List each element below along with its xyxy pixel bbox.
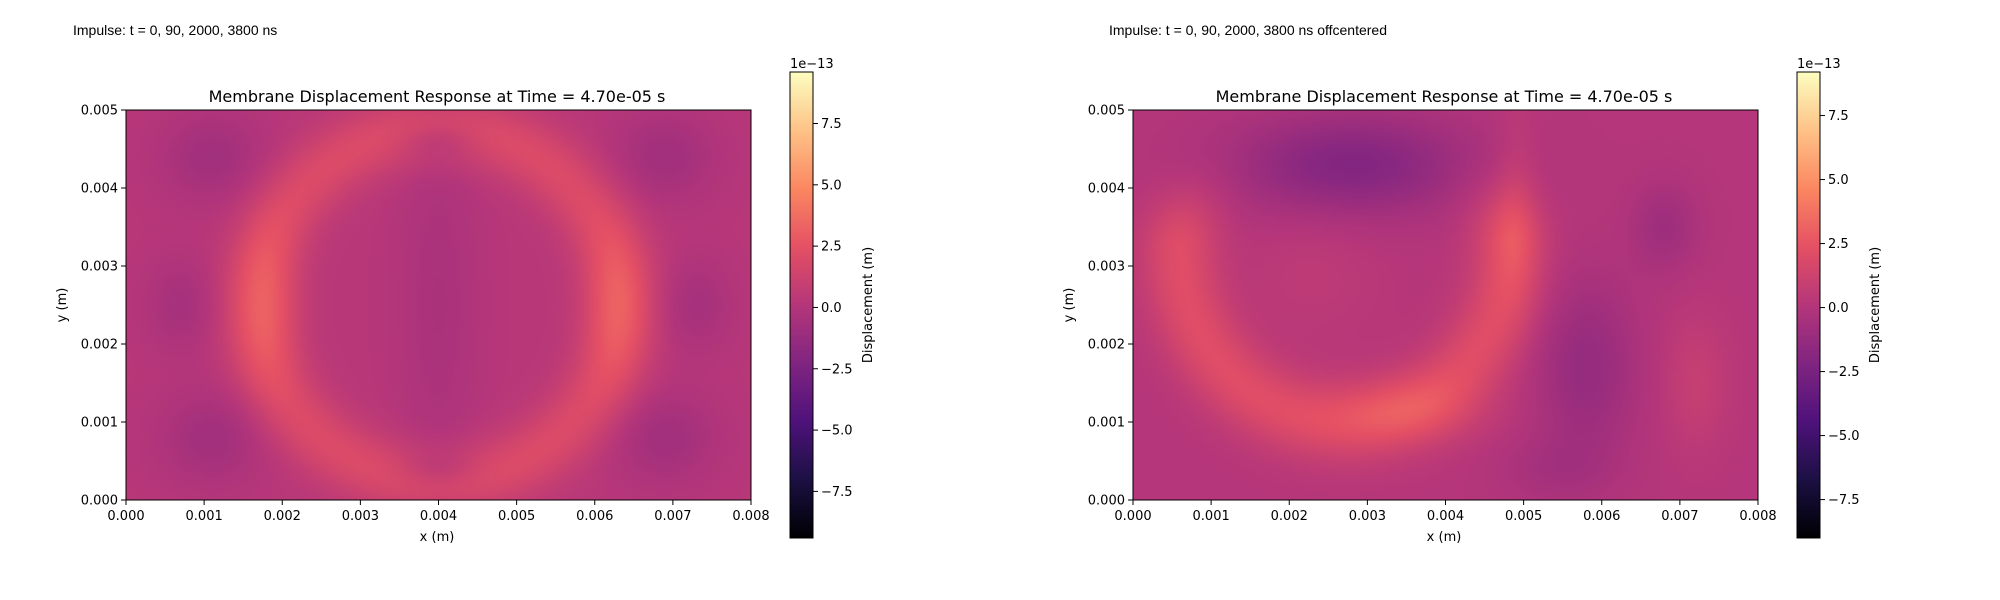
- x-tick-label: 0.001: [1193, 509, 1230, 524]
- chart-title: Membrane Displacement Response at Time =…: [1216, 87, 1673, 106]
- colorbar-tick-label: 5.0: [821, 178, 842, 193]
- y-tick-label: 0.005: [1088, 104, 1125, 119]
- chart-left: Membrane Displacement Response at Time =…: [55, 57, 876, 545]
- colorbar-tick-label: −5.0: [1828, 429, 1860, 444]
- colorbar-label: Displacement (m): [1868, 247, 1883, 363]
- y-tick-label: 0.001: [81, 416, 118, 431]
- y-tick-label: 0.001: [1088, 416, 1125, 431]
- x-tick-label: 0.007: [654, 509, 691, 524]
- colorbar-scale-label: 1e−13: [1797, 57, 1841, 72]
- y-tick-label: 0.003: [1088, 260, 1125, 275]
- x-axis: 0.000 0.001 0.002 0.003 0.004 0.005 0.006 0.007…: [107, 500, 770, 524]
- caption-right: Impulse: t = 0, 90, 2000, 3800 ns offcen…: [1109, 22, 1387, 38]
- x-tick-label: 0.005: [498, 509, 535, 524]
- colorbar-tick-label: 7.5: [1828, 109, 1849, 124]
- colorbar-tick-label: 0.0: [1828, 301, 1849, 316]
- y-tick-label: 0.004: [1088, 182, 1125, 197]
- colorbar-tick-label: 2.5: [821, 240, 842, 255]
- y-tick-label: 0.005: [81, 104, 118, 119]
- x-tick-label: 0.006: [576, 509, 613, 524]
- colorbar-tick-label: −7.5: [1828, 493, 1860, 508]
- colorbar-tick-label: 5.0: [1828, 173, 1849, 188]
- y-tick-label: 0.002: [81, 338, 118, 353]
- y-axis: 0.000 0.001 0.002 0.003 0.004 0.005: [81, 104, 126, 509]
- y-axis-label: y (m): [55, 288, 70, 323]
- y-tick-label: 0.002: [1088, 338, 1125, 353]
- x-tick-label: 0.003: [1349, 509, 1386, 524]
- y-axis: 0.000 0.001 0.002 0.003 0.004 0.005: [1088, 104, 1133, 509]
- colorbar-frame: [789, 71, 814, 539]
- x-tick-label: 0.003: [342, 509, 379, 524]
- caption-left: Impulse: t = 0, 90, 2000, 3800 ns: [73, 22, 278, 38]
- y-tick-label: 0.000: [81, 494, 118, 509]
- colorbar-tick-label: −2.5: [1828, 365, 1860, 380]
- x-tick-label: 0.000: [1114, 509, 1151, 524]
- x-tick-label: 0.007: [1661, 509, 1698, 524]
- heatmap-image: [1133, 110, 1758, 500]
- colorbar-axis: −7.5 −5.0 −2.5 0.0 2.5 5.0 7.5: [813, 117, 853, 500]
- colorbar-tick-label: 7.5: [821, 117, 842, 132]
- x-tick-label: 0.005: [1505, 509, 1542, 524]
- colorbar-tick-label: 0.0: [821, 301, 842, 316]
- heatmap-image: [126, 110, 751, 500]
- colorbar-scale-label: 1e−13: [790, 57, 834, 72]
- colorbar-image: [1797, 72, 1820, 538]
- x-tick-label: 0.001: [186, 509, 223, 524]
- chart-right: Membrane Displacement Response at Time =…: [1062, 57, 1883, 545]
- x-axis-label: x (m): [420, 530, 455, 545]
- x-tick-label: 0.006: [1583, 509, 1620, 524]
- colorbar-tick-label: −7.5: [821, 485, 853, 500]
- y-tick-label: 0.003: [81, 260, 118, 275]
- x-tick-label: 0.004: [1427, 509, 1464, 524]
- x-tick-label: 0.002: [1271, 509, 1308, 524]
- colorbar-tick-label: −2.5: [821, 362, 853, 377]
- x-tick-label: 0.004: [420, 509, 457, 524]
- y-tick-label: 0.004: [81, 182, 118, 197]
- x-tick-label: 0.002: [264, 509, 301, 524]
- chart-title: Membrane Displacement Response at Time =…: [209, 87, 666, 106]
- x-tick-label: 0.008: [732, 509, 769, 524]
- colorbar-axis: −7.5 −5.0 −2.5 0.0 2.5 5.0 7.5: [1820, 109, 1860, 508]
- colorbar-label: Displacement (m): [861, 247, 876, 363]
- x-axis: 0.000 0.001 0.002 0.003 0.004 0.005 0.006 0.007…: [1114, 500, 1777, 524]
- y-tick-label: 0.000: [1088, 494, 1125, 509]
- colorbar-image: [790, 72, 813, 538]
- colorbar-frame: [1796, 71, 1821, 539]
- colorbar-tick-label: −5.0: [821, 424, 853, 439]
- colorbar-tick-label: 2.5: [1828, 237, 1849, 252]
- y-axis-label: y (m): [1062, 288, 1077, 323]
- x-tick-label: 0.000: [107, 509, 144, 524]
- x-tick-label: 0.008: [1739, 509, 1776, 524]
- x-axis-label: x (m): [1427, 530, 1462, 545]
